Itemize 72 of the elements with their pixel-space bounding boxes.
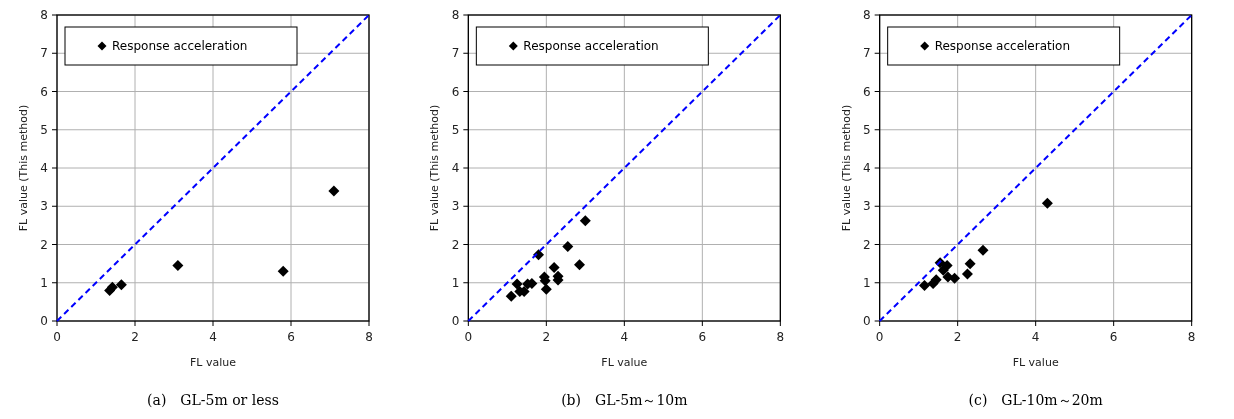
x-tick-label: 4 <box>620 330 629 344</box>
y-tick-label: 6 <box>863 84 871 99</box>
x-tick-label: 8 <box>1187 330 1196 344</box>
y-tick-label: 0 <box>863 314 871 328</box>
y-tick-label: 6 <box>451 84 460 99</box>
y-tick-label: 8 <box>451 8 460 22</box>
x-tick-label: 0 <box>464 330 473 344</box>
x-tick-label: 6 <box>1109 330 1118 344</box>
y-tick-label: 3 <box>451 199 460 214</box>
point <box>961 268 973 280</box>
y-tick-label: 7 <box>451 46 460 61</box>
point <box>573 259 585 271</box>
x-tick-label: 6 <box>287 330 295 344</box>
y-tick-label: 4 <box>451 161 460 175</box>
y-tick-label: 4 <box>40 161 48 175</box>
point <box>579 215 591 227</box>
y-tick-label: 1 <box>40 275 48 290</box>
y-tick-label: 3 <box>40 199 48 214</box>
x-tick-label: 8 <box>365 330 373 344</box>
x-tick-label: 0 <box>53 330 61 344</box>
y-tick-label: 2 <box>40 237 48 252</box>
point <box>562 240 574 252</box>
point <box>1041 197 1053 209</box>
y-tick-label: 1 <box>451 275 460 290</box>
x-tick-label: 2 <box>131 330 139 344</box>
y-tick-label: 7 <box>863 46 871 61</box>
point <box>115 279 127 291</box>
y-axis-title: FL value (This method) <box>17 104 30 232</box>
point <box>277 265 289 277</box>
y-tick-label: 0 <box>451 314 460 328</box>
y-tick-label: 5 <box>863 122 871 137</box>
point <box>949 272 961 284</box>
y-tick-label: 4 <box>863 161 871 175</box>
text: (c) GL-10m～20m <box>968 392 1103 408</box>
y-tick-label: 0 <box>40 314 48 328</box>
x-axis-title: FL value <box>1012 356 1059 369</box>
x-tick-label: 2 <box>953 330 962 344</box>
x-tick-label: 4 <box>1031 330 1040 344</box>
y-tick-label: 8 <box>40 8 48 22</box>
x-axis-title: FL value <box>601 356 648 369</box>
legend-label: Response acceleration <box>934 39 1071 53</box>
y-tick-label: 3 <box>863 199 871 214</box>
legend-label: Response acceleration <box>523 39 659 53</box>
x-tick-label: 6 <box>698 330 707 344</box>
y-tick-label: 5 <box>40 122 48 137</box>
x-tick-label: 2 <box>542 330 551 344</box>
point <box>511 278 523 290</box>
legend-label: Response acceleration <box>112 39 248 53</box>
x-tick-label: 8 <box>776 330 785 344</box>
point <box>919 279 931 291</box>
point <box>505 290 517 302</box>
y-tick-label: 8 <box>863 8 871 22</box>
point <box>328 185 340 197</box>
y-axis-title: FL value (This method) <box>839 104 853 232</box>
y-tick-label: 7 <box>40 46 48 61</box>
y-tick-label: 2 <box>863 237 871 252</box>
point <box>540 283 552 295</box>
text: (b) GL-5m～10m <box>561 392 688 408</box>
y-tick-label: 2 <box>451 237 460 252</box>
point <box>172 260 184 272</box>
y-tick-label: 5 <box>451 122 460 137</box>
x-tick-label: 0 <box>875 330 884 344</box>
y-tick-label: 1 <box>863 275 871 290</box>
point <box>930 274 942 286</box>
point <box>964 258 976 270</box>
y-axis-title: FL value (This method) <box>428 104 442 232</box>
point <box>548 261 560 273</box>
x-axis-title: FL value <box>190 356 237 369</box>
x-tick-label: 4 <box>209 330 217 344</box>
point <box>977 244 989 256</box>
text: (a) GL-5m or less <box>147 392 279 408</box>
y-tick-label: 6 <box>40 84 48 99</box>
